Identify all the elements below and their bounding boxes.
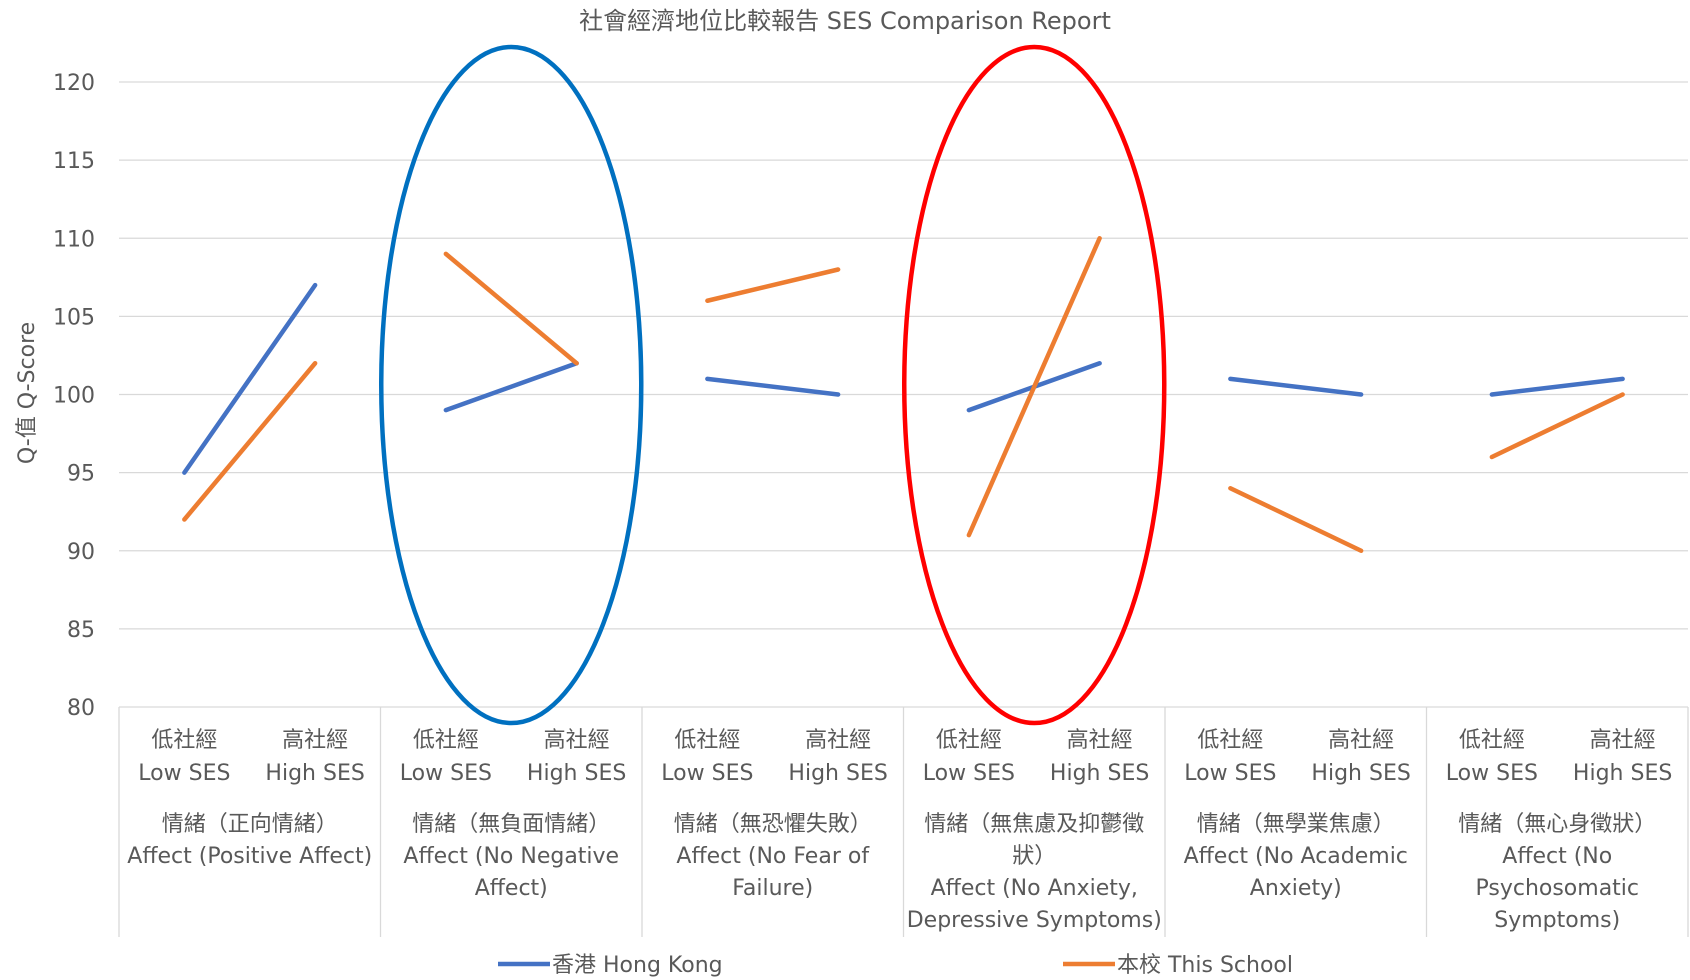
category-label: 高社經	[1590, 728, 1656, 753]
group-label: 狀）	[1012, 844, 1056, 869]
series-line	[1228, 376, 1364, 397]
series-line	[1228, 486, 1364, 553]
group-label: 情緒（無學業焦慮）	[1197, 812, 1395, 837]
series-line	[705, 267, 841, 303]
group-label: Affect)	[475, 876, 548, 901]
series-line	[443, 251, 579, 366]
group-label: Anxiety)	[1250, 876, 1342, 901]
group-label: Affect (Positive Affect)	[127, 844, 372, 869]
series-line	[1489, 392, 1625, 460]
y-axis-ticks: 80 85 90 95 100 105 110 115 120	[53, 71, 95, 721]
category-label: Low SES	[1446, 761, 1538, 786]
category-label: 低社經	[1197, 728, 1263, 753]
group-label: 情緒（無焦慮及抑鬱徵	[924, 812, 1144, 837]
category-label: 低社經	[151, 728, 217, 753]
series-line	[182, 282, 318, 475]
group-label: Affect (No Fear of	[676, 844, 870, 869]
group-label: 情緒（無恐懼失敗）	[674, 812, 872, 837]
group-label: Symptoms)	[1494, 908, 1620, 933]
group-label: Psychosomatic	[1475, 876, 1639, 901]
group-label: Affect (No Academic	[1184, 844, 1408, 869]
category-label: 高社經	[282, 728, 348, 753]
y-tick-label: 85	[67, 618, 95, 643]
category-label: 低社經	[413, 728, 479, 753]
y-tick-label: 100	[53, 384, 95, 409]
chart-title: 社會經濟地位比較報告 SES Comparison Report	[579, 7, 1111, 35]
x-axis: 低社經 Low SES 高社經 High SES 情緒（正向情緒） Affect (Pos…	[118, 706, 1689, 937]
series-line	[182, 361, 318, 522]
series-lines	[182, 236, 1625, 553]
group-label: Affect (No	[1502, 844, 1612, 869]
y-tick-label: 120	[53, 71, 95, 96]
group-label: 情緒（正向情緒）	[162, 812, 338, 837]
category-label: High SES	[788, 761, 887, 786]
legend-label: 本校 This School	[1117, 953, 1293, 978]
y-tick-label: 115	[53, 149, 95, 174]
series-line	[705, 376, 841, 397]
group-label: Affect (No Negative	[403, 844, 619, 869]
category-label: Low SES	[1184, 761, 1276, 786]
y-tick-label: 105	[53, 305, 95, 330]
category-label: 低社經	[1459, 728, 1525, 753]
category-label: High SES	[1050, 761, 1149, 786]
series-line	[1489, 376, 1625, 397]
legend-label: 香港 Hong Kong	[552, 953, 723, 978]
annotation-ellipse	[379, 44, 644, 726]
y-tick-label: 80	[67, 696, 95, 721]
group-label: Depressive Symptoms)	[907, 908, 1162, 933]
category-label: High SES	[527, 761, 626, 786]
category-label: 高社經	[1328, 728, 1394, 753]
category-label: High SES	[1573, 761, 1672, 786]
y-tick-label: 95	[67, 462, 95, 487]
category-label: 高社經	[1067, 728, 1133, 753]
y-axis-label: Q-值 Q-Score	[15, 322, 40, 464]
group-label: 情緒（無負面情緒）	[412, 812, 610, 837]
category-label: 低社經	[936, 728, 1002, 753]
y-tick-label: 110	[53, 227, 95, 252]
y-tick-label: 90	[67, 540, 95, 565]
legend: 香港 Hong Kong 本校 This School	[498, 953, 1293, 978]
category-label: 高社經	[805, 728, 871, 753]
category-label: Low SES	[138, 761, 230, 786]
category-label: Low SES	[923, 761, 1015, 786]
group-label: Failure)	[732, 876, 813, 901]
category-label: Low SES	[400, 761, 492, 786]
group-label: Affect (No Anxiety,	[931, 876, 1138, 901]
series-line	[443, 361, 579, 413]
annotation-ellipse	[902, 44, 1167, 726]
group-label: 情緒（無心身徵狀）	[1458, 812, 1656, 837]
category-label: High SES	[1311, 761, 1410, 786]
series-line	[966, 236, 1102, 538]
category-label: 高社經	[544, 728, 610, 753]
category-label: Low SES	[661, 761, 753, 786]
category-label: High SES	[265, 761, 364, 786]
annotation-ellipses	[379, 44, 1167, 726]
category-label: 低社經	[674, 728, 740, 753]
